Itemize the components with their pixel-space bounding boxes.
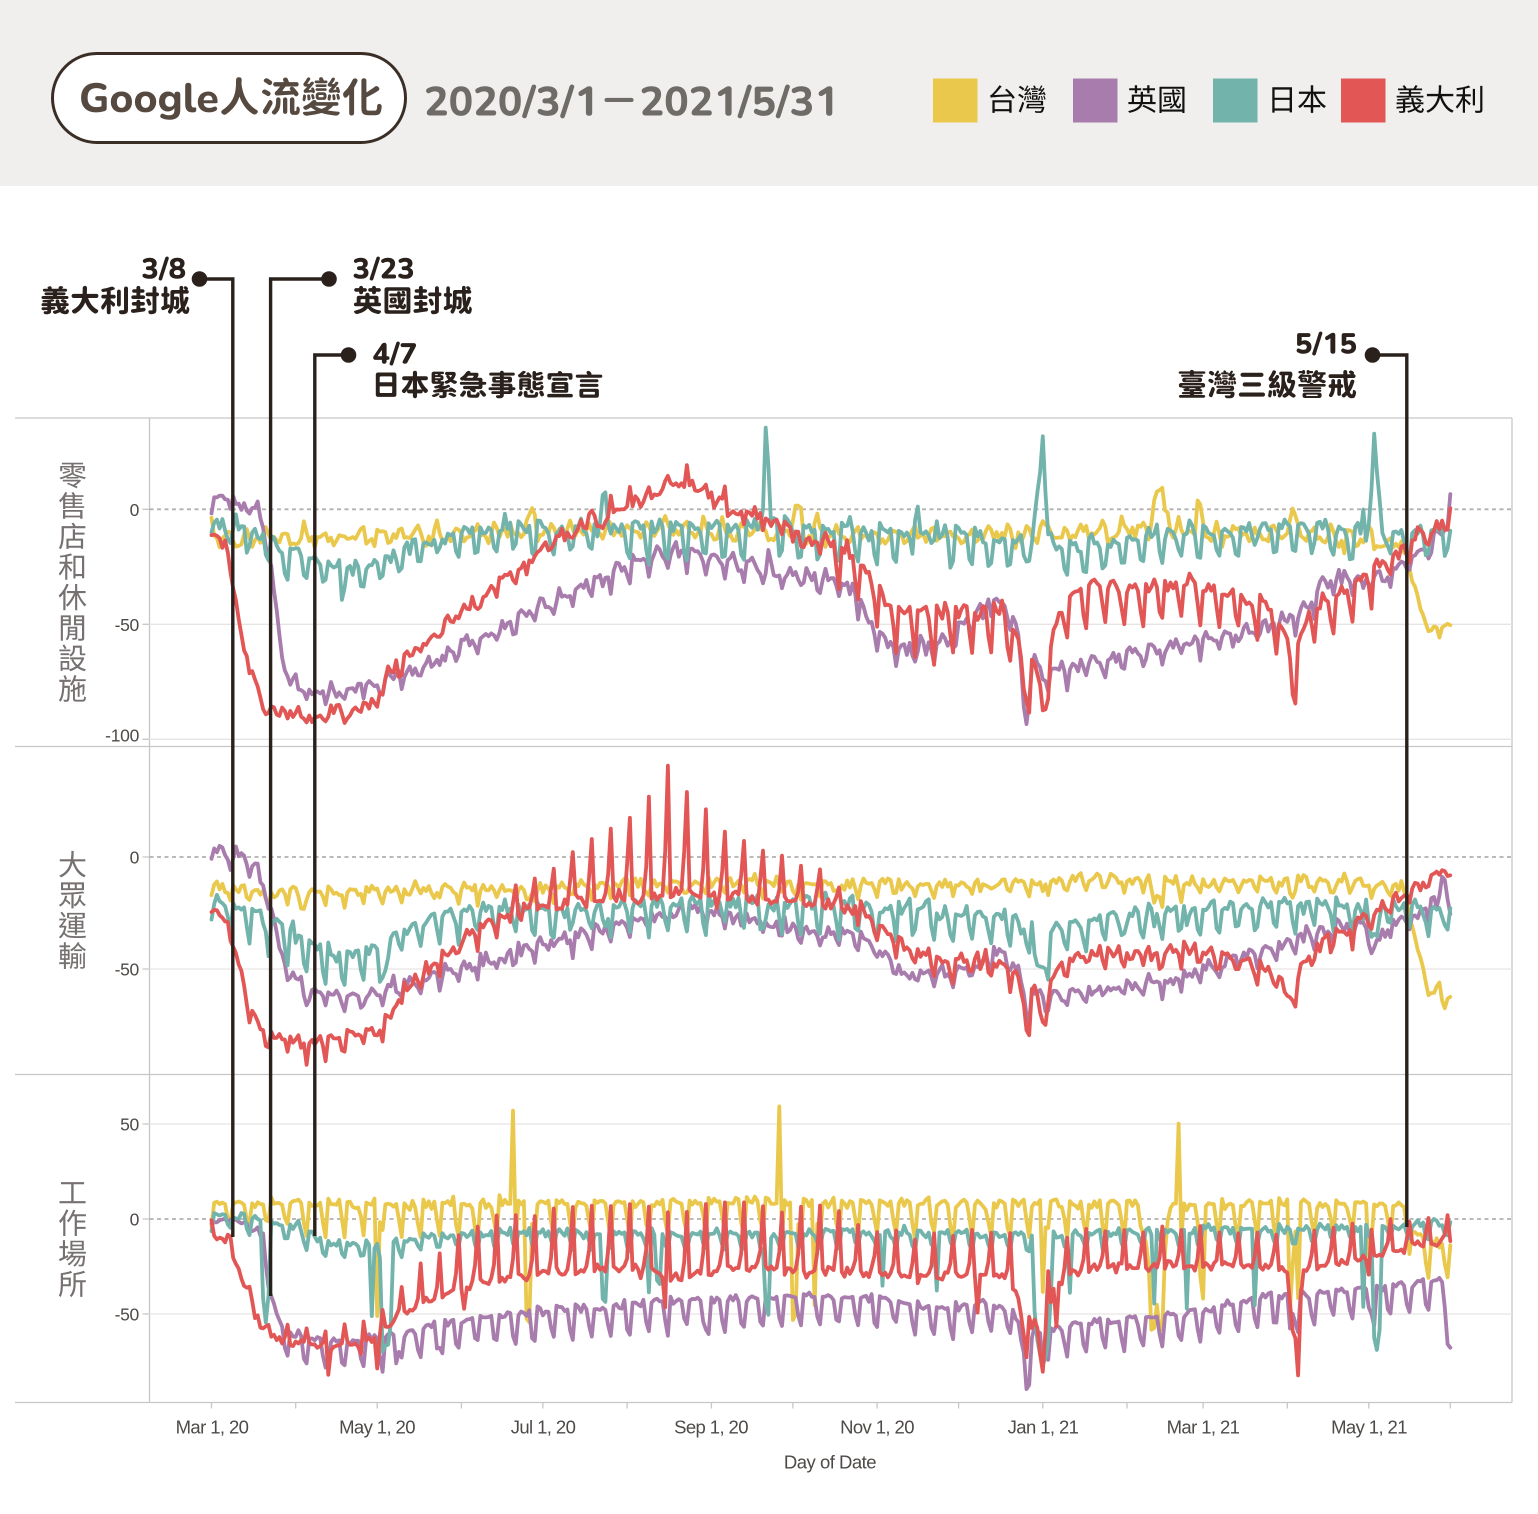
svg-text:0: 0	[130, 1210, 140, 1230]
svg-text:Jan 1, 21: Jan 1, 21	[1008, 1417, 1079, 1438]
svg-text:0: 0	[130, 848, 140, 868]
svg-text:-50: -50	[115, 960, 140, 980]
svg-text:Day of Date: Day of Date	[784, 1452, 876, 1473]
svg-text:May 1, 21: May 1, 21	[1331, 1417, 1407, 1438]
svg-text:Jul 1, 20: Jul 1, 20	[511, 1417, 576, 1438]
svg-text:Mar 1, 20: Mar 1, 20	[176, 1417, 249, 1438]
svg-text:Sep 1, 20: Sep 1, 20	[674, 1417, 748, 1438]
svg-text:Nov 1, 20: Nov 1, 20	[840, 1417, 914, 1438]
svg-text:-50: -50	[115, 615, 140, 635]
svg-text:May 1, 20: May 1, 20	[339, 1417, 415, 1438]
svg-text:-50: -50	[115, 1305, 140, 1325]
svg-text:Mar 1, 21: Mar 1, 21	[1167, 1417, 1240, 1438]
svg-text:-100: -100	[105, 726, 139, 746]
svg-text:0: 0	[130, 500, 140, 520]
svg-text:50: 50	[120, 1115, 139, 1135]
